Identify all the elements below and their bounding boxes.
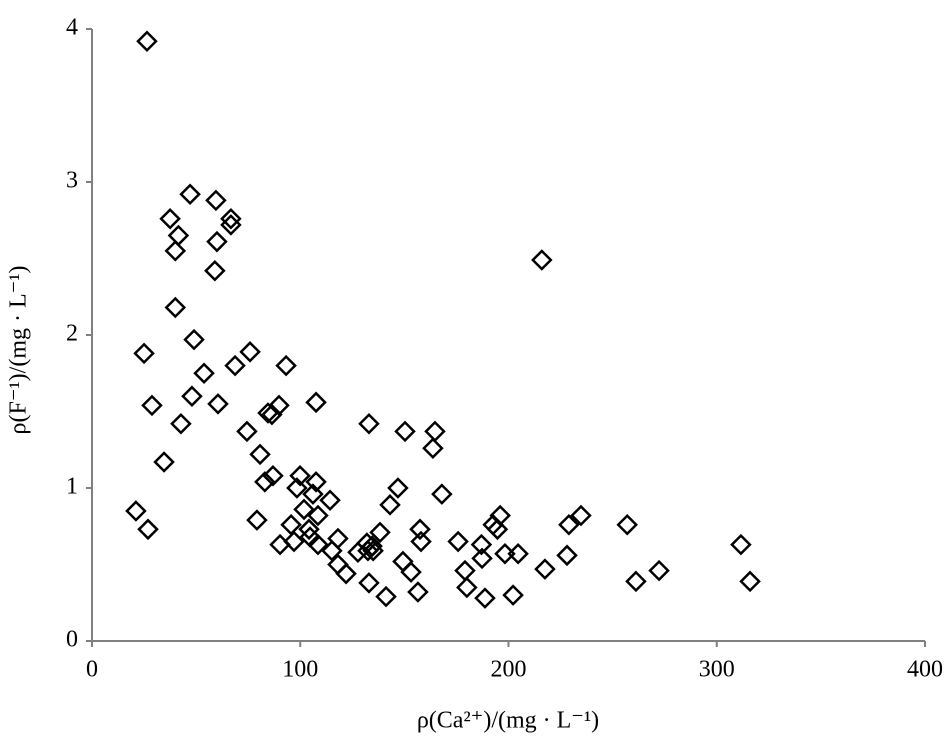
point [302, 483, 324, 505]
point [531, 249, 553, 271]
point [422, 437, 444, 459]
point [204, 259, 226, 282]
point [206, 230, 228, 253]
point [280, 513, 302, 536]
point [289, 464, 311, 487]
point [648, 559, 670, 582]
x-tick-label: 200 [491, 657, 527, 683]
point [305, 471, 327, 493]
x-tick-label: 0 [86, 657, 98, 683]
point [224, 354, 246, 377]
point [164, 296, 187, 319]
point [298, 518, 320, 541]
point [183, 328, 205, 351]
point [293, 498, 315, 521]
point [319, 489, 341, 512]
point [207, 393, 229, 415]
point [470, 533, 493, 556]
point [125, 500, 147, 522]
point [246, 509, 268, 531]
point [625, 570, 647, 593]
point [261, 403, 283, 426]
point [327, 527, 349, 550]
point [474, 587, 496, 609]
point [379, 494, 401, 516]
point [409, 518, 431, 541]
point [283, 530, 305, 553]
point [570, 504, 592, 527]
y-tick-label: 2 [66, 321, 78, 347]
point [164, 240, 187, 262]
point [321, 539, 343, 562]
point [254, 471, 276, 493]
point [471, 547, 493, 570]
point [220, 207, 242, 230]
point [394, 420, 416, 443]
point [262, 464, 284, 487]
point [153, 451, 175, 473]
point [556, 544, 578, 567]
point [286, 477, 308, 499]
point [220, 214, 242, 236]
point [454, 559, 476, 582]
point [236, 420, 258, 443]
y-tick-label: 1 [66, 474, 78, 500]
point [494, 543, 516, 565]
point [369, 521, 391, 544]
point [400, 561, 422, 583]
point [167, 224, 190, 247]
point [179, 183, 201, 206]
point [392, 550, 414, 573]
point [307, 533, 329, 556]
x-tick-label: 300 [699, 657, 735, 683]
point [424, 420, 446, 443]
point [558, 513, 580, 536]
point [249, 443, 271, 466]
point [239, 341, 261, 363]
point [616, 513, 638, 536]
point [358, 572, 380, 594]
point [362, 539, 384, 562]
point [358, 412, 380, 435]
point [410, 530, 432, 553]
x-tick-label: 400 [907, 657, 943, 683]
point [486, 518, 509, 541]
point [431, 483, 453, 505]
point [141, 394, 163, 417]
point [534, 558, 556, 580]
point [159, 207, 181, 230]
point [133, 342, 155, 365]
point [739, 570, 761, 593]
y-axis-label: ρ(F⁻¹)/(mg · L⁻¹) [6, 265, 32, 434]
point [275, 354, 297, 377]
x-axis-label: ρ(Ca²⁺)/(mg · L⁻¹) [417, 708, 599, 734]
point [407, 581, 429, 603]
point [730, 533, 752, 556]
y-tick-label: 4 [66, 15, 78, 41]
point [335, 562, 357, 585]
point [137, 518, 159, 541]
point [205, 189, 227, 212]
point [305, 391, 327, 414]
point [347, 541, 369, 564]
point [193, 362, 215, 385]
point [181, 385, 203, 407]
point [136, 30, 158, 53]
point [387, 477, 409, 499]
point [307, 504, 329, 527]
point [456, 576, 478, 599]
x-tick-label: 100 [282, 657, 318, 683]
y-tick-label: 0 [66, 627, 78, 653]
y-tick-label: 3 [66, 168, 78, 194]
point [447, 530, 469, 553]
point [257, 402, 279, 424]
point [375, 585, 397, 608]
point [502, 584, 524, 606]
point [507, 543, 529, 565]
point [170, 412, 192, 435]
